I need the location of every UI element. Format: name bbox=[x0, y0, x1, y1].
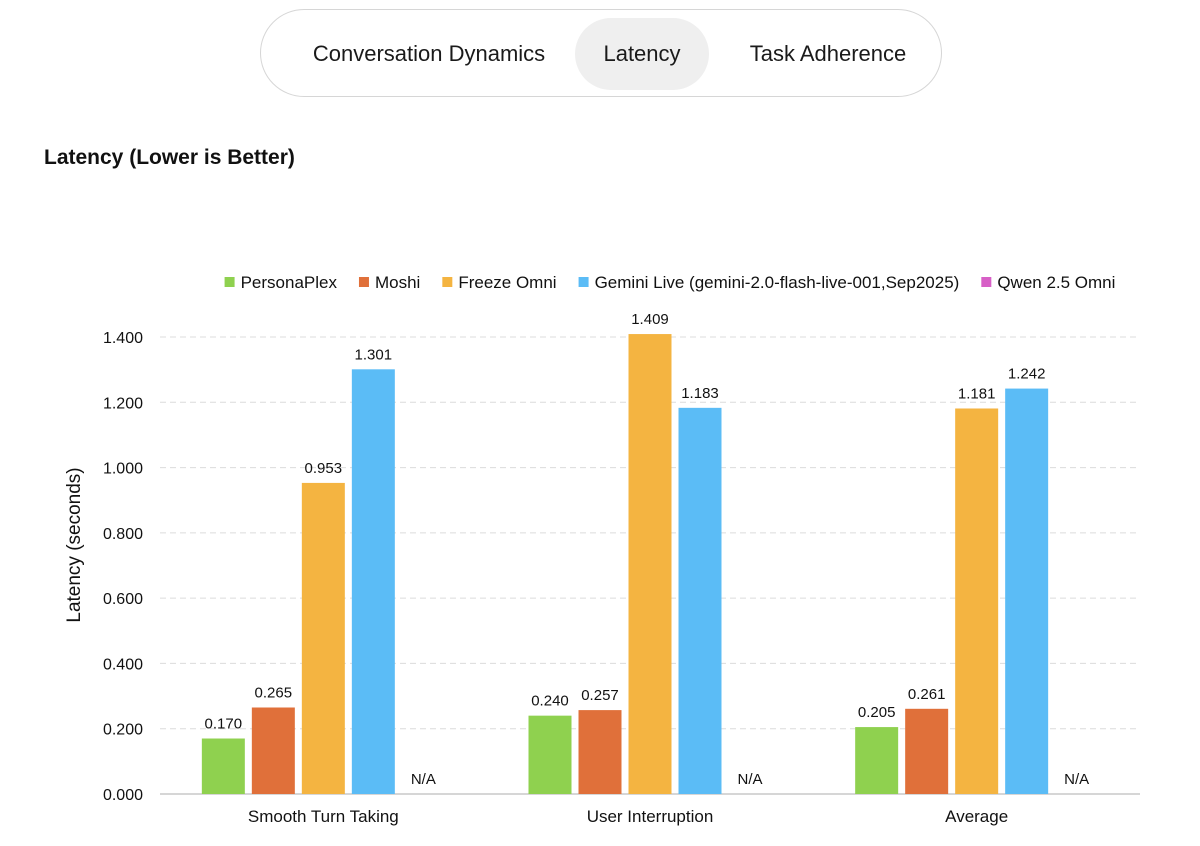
y-tick-label: 0.400 bbox=[103, 656, 143, 673]
bar bbox=[351, 369, 395, 794]
bar-value-label: 0.261 bbox=[908, 686, 946, 703]
bar-value-label: N/A bbox=[737, 771, 762, 788]
y-tick-label: 1.200 bbox=[103, 395, 143, 412]
y-tick-label: 1.000 bbox=[103, 461, 143, 478]
legend-swatch bbox=[578, 277, 589, 287]
bar bbox=[251, 707, 295, 794]
bar bbox=[905, 708, 949, 794]
bar-value-label: 0.170 bbox=[205, 716, 243, 733]
x-category-label: User Interruption bbox=[587, 807, 714, 826]
bar-value-label: 0.265 bbox=[255, 684, 293, 701]
y-axis-title: Latency (seconds) bbox=[64, 467, 85, 622]
legend-swatch bbox=[224, 277, 235, 287]
y-tick-label: 1.400 bbox=[103, 330, 143, 347]
legend-swatch bbox=[981, 277, 992, 287]
y-tick-label: 0.800 bbox=[103, 526, 143, 543]
legend-label: PersonaPlex bbox=[241, 273, 338, 292]
bar-value-label: N/A bbox=[1064, 771, 1089, 788]
bar bbox=[201, 738, 245, 794]
legend-label: Gemini Live (gemini-2.0-flash-live-001,S… bbox=[595, 273, 960, 292]
y-tick-label: 0.600 bbox=[103, 591, 143, 608]
bar bbox=[955, 408, 999, 794]
tab-latency[interactable]: Latency bbox=[575, 18, 709, 90]
chart-heading: Latency (Lower is Better) bbox=[44, 146, 295, 169]
tab-conversation-dynamics[interactable]: Conversation Dynamics bbox=[312, 41, 546, 66]
bar-value-label: 1.183 bbox=[681, 385, 719, 402]
legend-label: Freeze Omni bbox=[458, 273, 556, 292]
legend-label: Qwen 2.5 Omni bbox=[997, 273, 1115, 292]
legend-swatch bbox=[442, 277, 453, 287]
chart-tab-bar: Conversation Dynamics Latency Task Adher… bbox=[260, 9, 942, 97]
bar-value-label: 1.409 bbox=[631, 311, 669, 328]
bar bbox=[678, 407, 722, 794]
y-tick-label: 0.200 bbox=[103, 722, 143, 739]
bar-value-label: 0.205 bbox=[858, 704, 896, 721]
bar-value-label: 1.301 bbox=[355, 346, 393, 363]
y-tick-label: 0.000 bbox=[103, 787, 143, 804]
bar bbox=[855, 727, 899, 794]
x-category-label: Smooth Turn Taking bbox=[248, 807, 399, 826]
bar-value-label: N/A bbox=[411, 771, 436, 788]
tab-task-adherence[interactable]: Task Adherence bbox=[749, 41, 907, 66]
bar bbox=[578, 710, 622, 794]
x-category-label: Average bbox=[945, 807, 1008, 826]
bar bbox=[301, 482, 345, 794]
bar-value-label: 1.242 bbox=[1008, 366, 1046, 383]
bar-value-label: 0.953 bbox=[305, 460, 343, 477]
bar-value-label: 0.240 bbox=[531, 693, 569, 710]
bar-value-label: 0.257 bbox=[581, 687, 619, 704]
bar bbox=[628, 334, 672, 794]
legend-swatch bbox=[358, 277, 369, 287]
bar-value-label: 1.181 bbox=[958, 385, 996, 402]
legend-label: Moshi bbox=[375, 273, 420, 292]
bar bbox=[528, 715, 572, 794]
bar bbox=[1005, 388, 1049, 794]
